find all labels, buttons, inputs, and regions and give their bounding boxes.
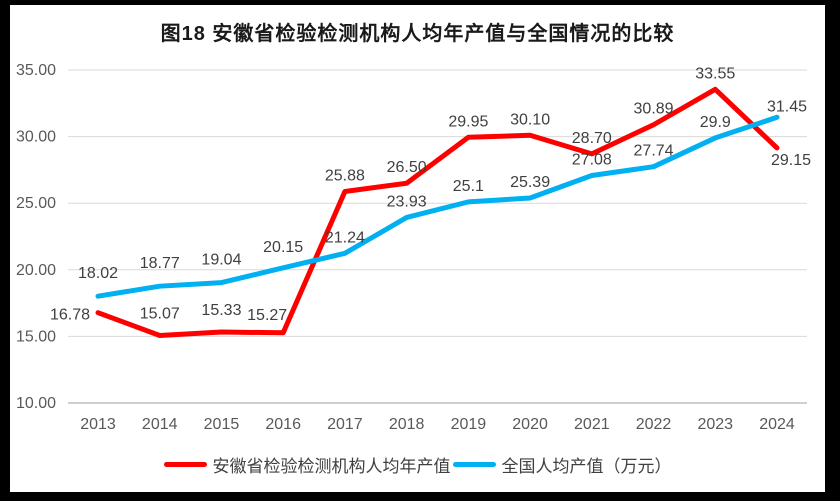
- data-label: 29.9: [700, 114, 731, 131]
- x-axis-tick-label: 2023: [697, 416, 733, 433]
- data-label: 29.95: [448, 113, 488, 130]
- data-label: 15.07: [140, 305, 180, 322]
- data-label: 16.78: [50, 307, 90, 324]
- data-label: 33.55: [695, 65, 735, 82]
- x-axis-tick-label: 2019: [451, 416, 487, 433]
- data-label: 26.50: [387, 159, 427, 176]
- legend-item-anhui: 安徽省检验检测机构人均年产值: [163, 452, 451, 477]
- data-label: 21.24: [325, 229, 365, 246]
- data-label: 27.74: [634, 143, 674, 160]
- line-chart: 10.00 15.00 20.00 25.00 30.00 35.00 2013 2014 20…: [16, 62, 811, 433]
- y-axis-tick-label: 10.00: [16, 395, 56, 412]
- x-axis-tick-label: 2020: [512, 416, 548, 433]
- y-axis-tick-label: 30.00: [16, 129, 56, 146]
- chart-canvas: 图18 安徽省检验检测机构人均年产值与全国情况的比较 10.00 15.00 20.…: [10, 5, 825, 492]
- x-axis-tick-label: 2018: [389, 416, 425, 433]
- data-label: 25.1: [453, 178, 484, 195]
- x-axis-tick-label: 2021: [574, 416, 610, 433]
- data-label: 30.10: [510, 111, 550, 128]
- data-label: 20.15: [263, 239, 303, 256]
- data-label: 25.39: [510, 174, 550, 191]
- data-label: 27.08: [572, 151, 612, 168]
- chart-title: 图18 安徽省检验检测机构人均年产值与全国情况的比较: [160, 23, 675, 45]
- x-axis-tick-label: 2022: [636, 416, 672, 433]
- x-axis-tick-label: 2016: [265, 416, 301, 433]
- y-axis-tick-label: 35.00: [16, 62, 56, 79]
- data-label: 31.45: [767, 98, 807, 115]
- red-line-swatch: [163, 462, 207, 467]
- data-label: 28.70: [572, 130, 612, 147]
- national-series-line: [95, 114, 780, 299]
- blue-line-swatch: [452, 462, 496, 467]
- data-label: 29.15: [771, 152, 811, 169]
- data-label: 15.33: [201, 302, 241, 319]
- x-axis-tick-label: 2015: [204, 416, 240, 433]
- x-axis-tick-label: 2017: [327, 416, 363, 433]
- data-label: 23.93: [387, 193, 427, 210]
- data-label: 18.02: [78, 265, 118, 282]
- x-axis-tick-label: 2024: [759, 416, 795, 433]
- legend-item-national: 全国人均产值（万元）: [452, 452, 672, 477]
- legend-label-anhui: 安徽省检验检测机构人均年产值: [212, 457, 451, 476]
- data-label: 15.27: [247, 307, 287, 324]
- y-axis-tick-label: 20.00: [16, 262, 56, 279]
- data-label: 25.88: [325, 167, 365, 184]
- data-label: 30.89: [634, 101, 674, 118]
- x-axis-tick-label: 2013: [80, 416, 116, 433]
- anhui-series-line: [95, 86, 780, 338]
- x-axis-tick-label: 2014: [142, 416, 178, 433]
- y-axis-tick-label: 25.00: [16, 195, 56, 212]
- data-label: 18.77: [140, 255, 180, 272]
- chart-legend: 安徽省检验检测机构人均年产值 全国人均产值（万元）: [10, 452, 825, 477]
- legend-label-national: 全国人均产值（万元）: [501, 457, 672, 476]
- data-label: 19.04: [201, 252, 241, 269]
- y-axis-tick-label: 15.00: [16, 328, 56, 345]
